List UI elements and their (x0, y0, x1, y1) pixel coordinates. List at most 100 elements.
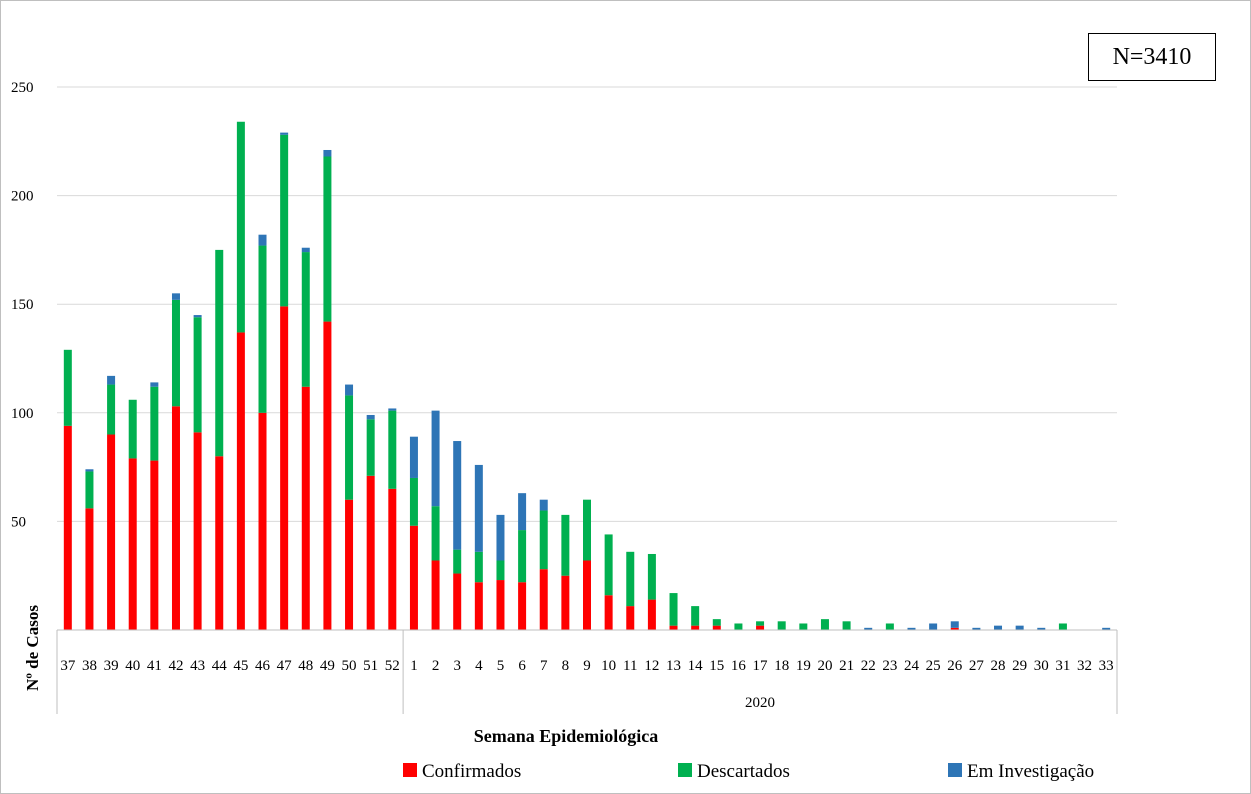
bar-em-investiga-o-42 (171, 293, 180, 300)
x-tick-label: 4 (475, 658, 483, 674)
bar-confirmados-26 (950, 627, 959, 630)
x-tick-label: 39 (104, 658, 119, 674)
x-group-label: 2020 (745, 695, 775, 711)
x-tick-label: 33 (1099, 658, 1114, 674)
legend-label: Em Investigação (967, 761, 1094, 782)
bar-descartados-3 (453, 549, 462, 574)
x-tick-label: 46 (255, 658, 271, 674)
bar-descartados-11 (626, 551, 635, 607)
x-tick-label: 42 (168, 658, 183, 674)
legend: Confirmados Descartados Em Investigação (403, 761, 1094, 782)
x-tick-label: 30 (1034, 658, 1049, 674)
x-tick-label: 20 (817, 658, 832, 674)
bar-em-investiga-o-5 (496, 514, 505, 561)
bar-em-investiga-o-50 (345, 384, 354, 396)
bar-descartados-19 (799, 623, 808, 630)
bar-descartados-49 (323, 156, 332, 322)
y-tick-label: 50 (11, 514, 26, 530)
bar-descartados-13 (669, 593, 678, 626)
x-tick-label: 19 (796, 658, 811, 674)
bar-confirmados-47 (280, 306, 289, 630)
bar-em-investiga-o-43 (193, 315, 202, 318)
bar-confirmados-49 (323, 321, 332, 630)
bar-em-investiga-o-7 (539, 499, 548, 511)
x-tick-label: 41 (147, 658, 162, 674)
bar-descartados-47 (280, 134, 289, 307)
bar-confirmados-43 (193, 432, 202, 630)
legend-swatch (948, 763, 962, 777)
x-tick-label: 48 (298, 658, 313, 674)
bar-em-investiga-o-33 (1102, 627, 1111, 630)
x-tick-label: 51 (363, 658, 378, 674)
bar-confirmados-39 (107, 434, 116, 630)
bar-em-investiga-o-22 (864, 627, 873, 630)
bar-confirmados-11 (626, 606, 635, 630)
x-tick-label: 3 (453, 658, 461, 674)
x-tick-label: 43 (190, 658, 205, 674)
bar-descartados-39 (107, 384, 116, 435)
bar-confirmados-46 (258, 412, 267, 630)
x-tick-label: 11 (623, 658, 637, 674)
bar-descartados-18 (777, 621, 786, 630)
bar-confirmados-7 (539, 569, 548, 630)
bar-em-investiga-o-29 (1015, 625, 1024, 630)
bar-em-investiga-o-28 (994, 625, 1003, 630)
bar-em-investiga-o-39 (107, 375, 116, 385)
x-tick-label: 16 (731, 658, 747, 674)
bar-confirmados-12 (647, 599, 656, 630)
bar-em-investiga-o-38 (85, 469, 94, 472)
y-axis-label: Nº de Casos (23, 605, 42, 691)
bar-descartados-31 (1058, 623, 1067, 630)
bar-confirmados-40 (128, 458, 137, 630)
bar-descartados-45 (236, 121, 245, 333)
bar-descartados-1 (409, 477, 418, 526)
x-tick-label: 47 (277, 658, 293, 674)
bar-em-investiga-o-27 (972, 627, 981, 630)
bar-confirmados-37 (63, 425, 72, 630)
bar-em-investiga-o-24 (907, 627, 916, 630)
total-count-annotation: N=3410 (1088, 33, 1216, 81)
x-tick-label: 1 (410, 658, 418, 674)
bar-confirmados-1 (409, 525, 418, 630)
x-tick-label: 2 (432, 658, 440, 674)
bar-em-investiga-o-49 (323, 149, 332, 157)
x-tick-label: 17 (753, 658, 769, 674)
x-tick-label: 32 (1077, 658, 1092, 674)
bar-em-investiga-o-51 (366, 414, 375, 420)
bar-confirmados-6 (518, 582, 527, 630)
x-tick-label: 18 (774, 658, 789, 674)
bar-em-investiga-o-6 (518, 493, 527, 531)
x-tick-label: 13 (666, 658, 681, 674)
x-tick-label: 44 (212, 658, 228, 674)
bar-em-investiga-o-30 (1037, 627, 1046, 630)
bar-descartados-52 (388, 410, 397, 489)
bar-descartados-8 (561, 514, 570, 576)
x-tick-label: 5 (497, 658, 505, 674)
bar-em-investiga-o-26 (950, 621, 959, 628)
bar-em-investiga-o-47 (280, 132, 289, 135)
x-tick-label: 8 (562, 658, 570, 674)
x-tick-label: 15 (709, 658, 724, 674)
x-tick-label: 26 (947, 658, 963, 674)
x-tick-label: 25 (926, 658, 941, 674)
bar-confirmados-9 (583, 560, 591, 630)
x-tick-label: 50 (342, 658, 357, 674)
bar-descartados-2 (431, 506, 440, 561)
bar-confirmados-17 (756, 625, 765, 630)
bar-descartados-23 (885, 623, 894, 630)
bar-descartados-14 (691, 606, 700, 626)
x-tick-label: 12 (644, 658, 659, 674)
bar-descartados-17 (756, 621, 765, 626)
bar-descartados-21 (842, 621, 851, 630)
x-tick-label: 38 (82, 658, 97, 674)
bar-descartados-50 (345, 395, 354, 500)
bar-em-investiga-o-2 (431, 410, 440, 507)
legend-label: Descartados (697, 761, 790, 782)
bar-descartados-7 (539, 510, 548, 570)
x-tick-label: 14 (688, 658, 704, 674)
bar-em-investiga-o-48 (301, 247, 310, 253)
grid-lines (57, 86, 1117, 522)
bar-descartados-51 (366, 419, 375, 476)
y-tick-label: 150 (11, 297, 34, 313)
